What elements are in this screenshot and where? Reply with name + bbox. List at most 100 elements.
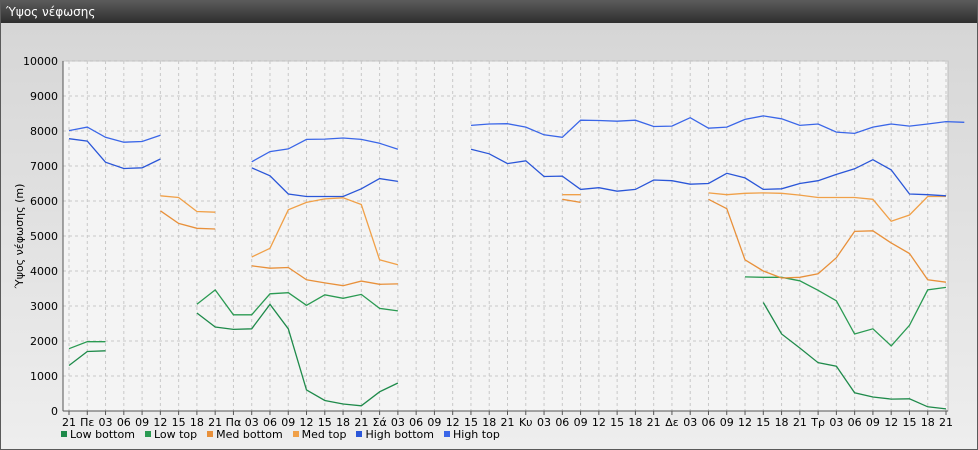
legend-swatch	[444, 431, 450, 437]
legend-swatch	[356, 431, 363, 437]
series-line-med-bottom	[160, 210, 216, 230]
x-tick-label: 12	[738, 416, 752, 429]
y-axis-label: Ύψος νέφωσης (m)	[13, 184, 26, 290]
x-tick-label: Σά	[373, 416, 387, 429]
x-tick-label: 18	[190, 416, 204, 429]
series-line-high-bottom	[470, 148, 947, 197]
x-tick-label: 06	[555, 416, 569, 429]
y-tick-label: 0	[51, 405, 58, 418]
x-tick-label: 15	[610, 416, 624, 429]
legend-swatch	[207, 431, 214, 437]
series-line-med-top	[160, 195, 216, 213]
series-line-high-top	[68, 126, 161, 143]
legend-label: Med bottom	[216, 427, 283, 441]
series-line-high-top	[251, 137, 399, 163]
x-tick-label: Πε	[80, 416, 94, 429]
x-tick-label: 06	[409, 416, 423, 429]
x-tick-label: 03	[245, 416, 259, 429]
x-tick-label: 18	[482, 416, 496, 429]
series-line-med-bottom	[708, 198, 947, 283]
y-tick-label: 8000	[30, 125, 58, 138]
y-tick-label: 5000	[30, 230, 58, 243]
x-tick-label: 15	[464, 416, 478, 429]
series-line-med-top	[708, 192, 946, 223]
x-tick-label: Δε	[665, 416, 679, 429]
series-line-low-top	[68, 341, 106, 350]
y-tick-label: 6000	[30, 195, 58, 208]
x-tick-label: 12	[300, 416, 314, 429]
series-line-high-bottom	[68, 138, 161, 170]
x-tick-label: Κυ	[519, 416, 533, 429]
x-tick-label: 15	[902, 416, 916, 429]
x-tick-label: 09	[427, 416, 441, 429]
x-tick-label: 21	[939, 416, 953, 429]
series-line-low-bottom	[762, 302, 947, 410]
x-tick-label: 12	[153, 416, 167, 429]
legend-item[interactable]: High top	[444, 427, 500, 441]
x-tick-label: 15	[318, 416, 332, 429]
x-tick-label: 18	[921, 416, 935, 429]
series-line-low-bottom	[68, 350, 106, 367]
y-tick-label: 3000	[30, 300, 58, 313]
x-tick-label: 09	[866, 416, 880, 429]
series-line-high-bottom	[251, 167, 398, 198]
x-tick-label: 03	[99, 416, 113, 429]
y-tick-label: 10000	[23, 55, 58, 68]
x-tick-label: 06	[701, 416, 715, 429]
legend-swatch	[144, 431, 151, 437]
x-tick-label: 03	[829, 416, 843, 429]
x-tick-label: 09	[135, 416, 149, 429]
x-tick-label: 12	[592, 416, 606, 429]
x-tick-label: 03	[537, 416, 551, 429]
plot-background	[62, 60, 949, 412]
x-tick-label: 15	[172, 416, 186, 429]
legend-item[interactable]: Low top	[144, 427, 198, 441]
series-line-med-bottom	[251, 265, 398, 287]
y-tick-label: 4000	[30, 265, 58, 278]
legend-label: Low top	[153, 427, 198, 441]
x-tick-label: 09	[574, 416, 588, 429]
x-tick-label: 18	[628, 416, 642, 429]
x-tick-label: 12	[884, 416, 898, 429]
legend-swatch	[61, 431, 67, 437]
legend-item[interactable]: Med bottom	[207, 427, 283, 441]
legend-item[interactable]: Low bottom	[61, 427, 135, 441]
x-tick-label: 21	[647, 416, 661, 429]
y-tick-label: 7000	[30, 160, 58, 173]
y-tick-label: 1000	[30, 370, 58, 383]
x-tick-label: Πα	[226, 416, 242, 429]
legend: Low bottom Low top Med bottom Med top High b…	[61, 427, 500, 441]
x-tick-label: Τρ	[810, 416, 825, 429]
legend-label: Low bottom	[70, 427, 135, 441]
x-tick-label: 21	[793, 416, 807, 429]
x-tick-label: 18	[775, 416, 789, 429]
y-tick-label: 2000	[30, 335, 58, 348]
x-tick-label: 18	[336, 416, 350, 429]
x-tick-label: 06	[848, 416, 862, 429]
legend-item[interactable]: Med top	[292, 427, 347, 441]
x-tick-label: 03	[391, 416, 405, 429]
x-tick-label: 21	[62, 416, 76, 429]
y-tick-label: 9000	[30, 90, 58, 103]
x-tick-label: 12	[446, 416, 460, 429]
legend-label: Med top	[301, 427, 347, 441]
legend-item[interactable]: High bottom	[356, 427, 434, 441]
x-tick-label: 21	[208, 416, 222, 429]
series-line-med-top	[251, 197, 399, 266]
series-line-med-bottom	[562, 198, 581, 204]
series-line-high-top	[470, 115, 965, 138]
x-tick-label: 06	[263, 416, 277, 429]
chart-svg: 0 1000 2000 3000 4000 5000 6000 7000 8000 9000 100…	[13, 55, 965, 429]
legend-label: High bottom	[365, 427, 434, 441]
legend-swatch	[292, 431, 299, 437]
plot-area: 0 1000 2000 3000 4000 5000 6000 7000 8000 9000 100…	[1, 23, 977, 449]
series-line-low-top	[196, 288, 398, 316]
x-tick-label: 09	[720, 416, 734, 429]
x-tick-label: 15	[756, 416, 770, 429]
window-title: Ύψος νέφωσης	[1, 1, 977, 23]
x-tick-label: 09	[281, 416, 295, 429]
series-line-low-bottom	[196, 303, 399, 407]
x-tick-label: 21	[501, 416, 515, 429]
x-tick-label: 21	[354, 416, 368, 429]
